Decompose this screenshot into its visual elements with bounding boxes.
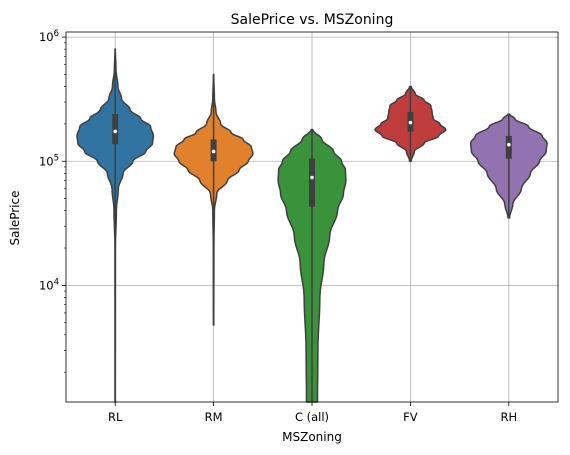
violin-fv xyxy=(374,85,447,163)
iqr-box xyxy=(112,114,119,145)
chart-title: SalePrice vs. MSZoning xyxy=(231,12,394,28)
violin-rl xyxy=(76,48,155,403)
x-tick-label: C (all) xyxy=(295,410,329,424)
axes: 104 105 106 RL RM C (all) FV RH xyxy=(39,29,517,424)
median-point xyxy=(211,149,216,154)
violins xyxy=(76,48,548,403)
y-axis-title: SalePrice xyxy=(8,191,22,246)
median-point xyxy=(408,120,413,125)
iqr-box xyxy=(505,135,512,159)
x-tick-label: RM xyxy=(205,410,223,424)
violin-rm xyxy=(173,73,254,326)
y-tick-label: 105 xyxy=(39,153,59,168)
median-point xyxy=(113,129,117,134)
x-tick-label: RH xyxy=(500,410,517,424)
violin-rh xyxy=(469,113,548,219)
x-tick-label: FV xyxy=(403,410,418,424)
median-point xyxy=(507,142,511,147)
violin-c-all- xyxy=(277,128,347,403)
y-tick-label: 104 xyxy=(39,277,59,292)
y-tick-label: 106 xyxy=(39,29,59,44)
x-tick-label: RL xyxy=(108,410,123,424)
iqr-box xyxy=(309,158,315,207)
median-point xyxy=(310,175,314,180)
x-axis-title: MSZoning xyxy=(282,430,342,444)
